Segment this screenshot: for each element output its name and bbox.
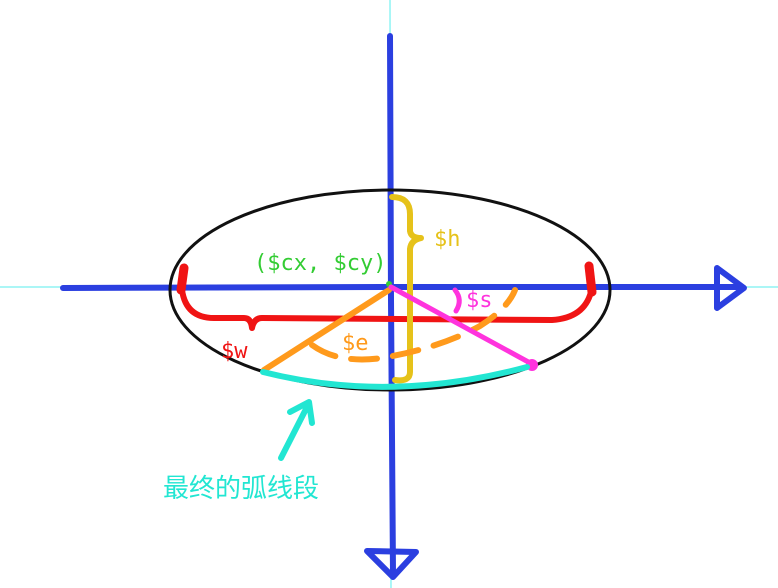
final-arc-pointer-arrowhead: [287, 399, 315, 426]
end-angle-ray: [261, 287, 392, 373]
y-axis-arrowhead: [364, 548, 419, 580]
start-angle-ray: [388, 284, 535, 367]
final-arc-label: 最终的弧线段: [163, 474, 319, 504]
height-label: $h: [434, 227, 461, 252]
ellipse-outline: [168, 188, 612, 392]
center-label: ($cx, $cy): [254, 251, 386, 276]
final-arc-segment: [260, 364, 530, 390]
height-brace: [389, 194, 424, 384]
y-axis: [387, 33, 396, 577]
final-arc-pointer-arrow: [278, 404, 310, 461]
start-angle-arc: [452, 287, 462, 314]
width-brace: [179, 287, 594, 331]
width-right-mark: [584, 261, 597, 297]
end-angle-label: $e: [342, 331, 369, 356]
start-angle-label: $s: [466, 288, 493, 313]
width-label: $w: [221, 339, 248, 364]
x-axis-arrowhead: [714, 265, 747, 311]
end-angle-arc: [309, 287, 518, 363]
width-left-mark: [176, 263, 189, 295]
x-axis: [60, 284, 745, 291]
